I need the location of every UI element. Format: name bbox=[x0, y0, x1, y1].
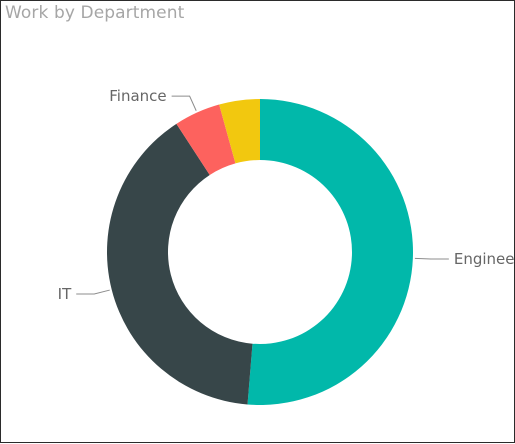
donut-slice-unnamed-2[interactable] bbox=[176, 104, 236, 175]
leader-line-it bbox=[76, 289, 110, 295]
donut-slice-engineering[interactable] bbox=[247, 99, 413, 406]
data-label-it: IT bbox=[58, 285, 72, 303]
data-label-engineering: Engineering bbox=[454, 250, 515, 268]
leader-line-engineering bbox=[414, 257, 449, 260]
donut-slice-it[interactable] bbox=[107, 123, 253, 405]
leader-line-finance bbox=[171, 95, 197, 111]
chart-title: Work by Department bbox=[5, 3, 185, 23]
donut-slice-unnamed-3[interactable] bbox=[219, 99, 260, 164]
data-label-finance: Finance bbox=[109, 87, 166, 105]
